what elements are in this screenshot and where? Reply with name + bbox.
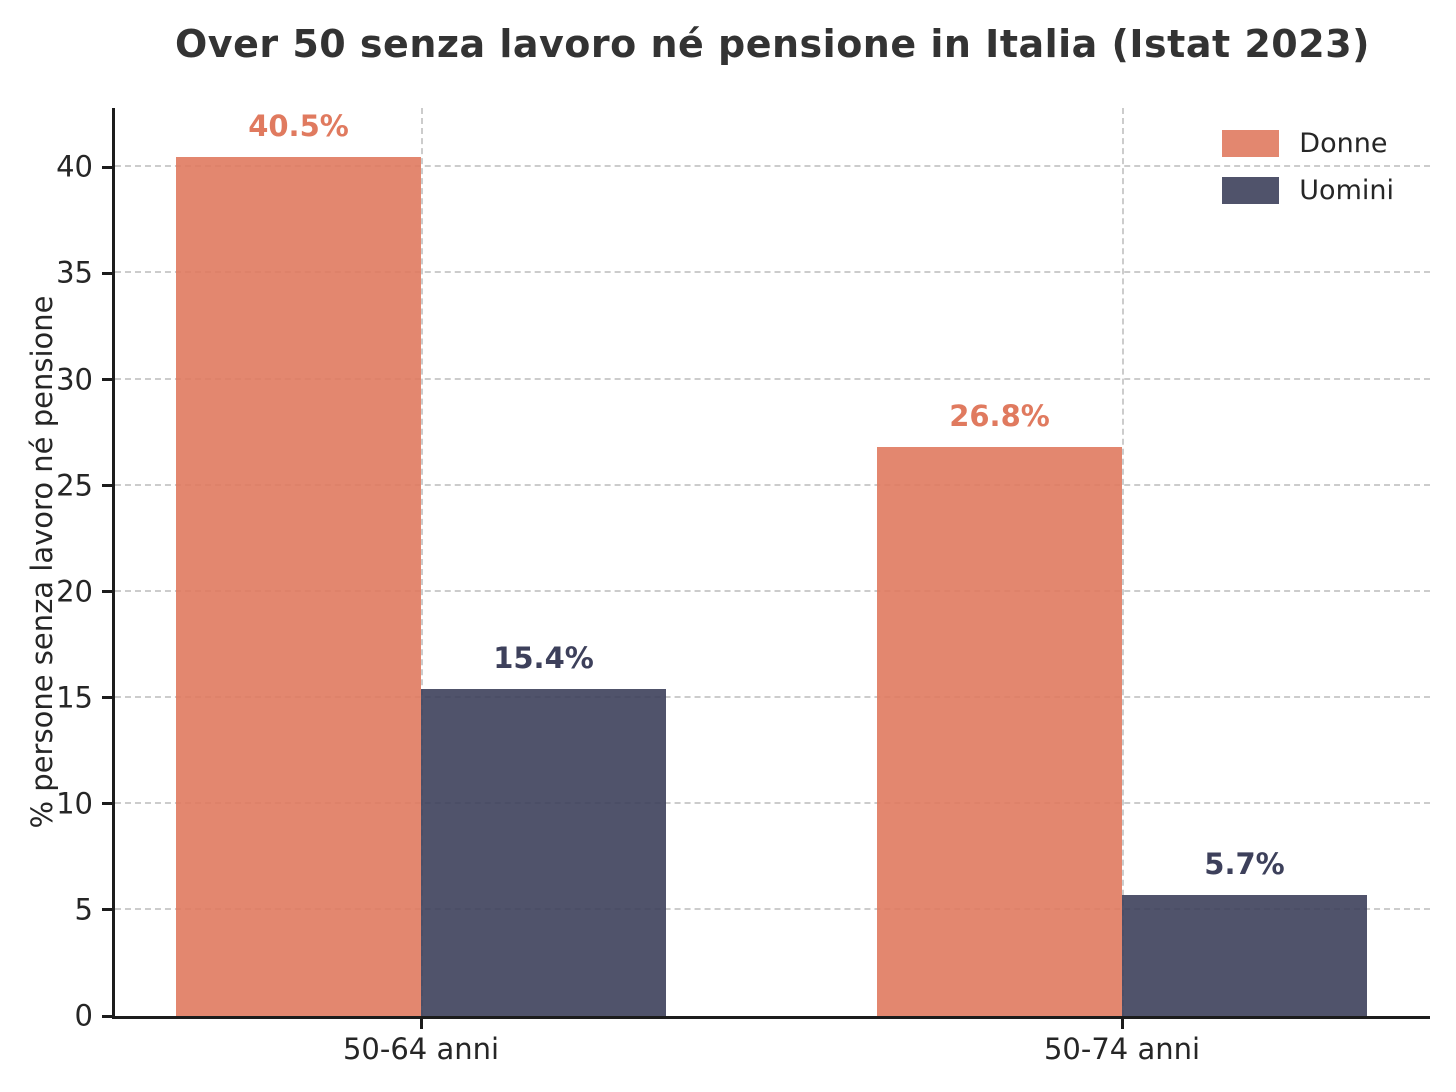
y-tick-15	[102, 696, 112, 700]
y-axis-spine	[112, 108, 115, 1019]
chart-title: Over 50 senza lavoro né pensione in Ital…	[175, 22, 1370, 66]
legend-swatch-uomini-icon	[1222, 177, 1280, 204]
v-gridline-50-74-anni	[1122, 108, 1124, 1016]
bar-uomini-50-64-anni	[421, 689, 666, 1016]
h-gridline-15	[115, 695, 1430, 698]
value-label-uomini-50-64-anni: 15.4%	[493, 641, 594, 676]
y-tick-label-25: 25	[56, 468, 93, 503]
h-gridline-30	[115, 377, 1430, 380]
y-tick-label-40: 40	[56, 149, 93, 184]
h-gridline-5	[115, 907, 1430, 910]
y-tick-label-5: 5	[74, 892, 93, 927]
value-label-donne-50-74-anni: 26.8%	[949, 399, 1050, 434]
y-axis-label: % persone senza lavoro né pensione	[25, 295, 59, 829]
chart-legend: Donne Uomini	[1222, 128, 1394, 206]
value-label-uomini-50-74-anni: 5.7%	[1204, 847, 1285, 882]
y-tick-label-30: 30	[56, 362, 93, 397]
bar-uomini-50-74-anni	[1122, 895, 1367, 1016]
bar-donne-50-74-anni	[877, 447, 1122, 1016]
y-tick-0	[102, 1014, 112, 1018]
x-tick-50-64-anni	[419, 1019, 423, 1029]
y-tick-label-15: 15	[56, 680, 93, 715]
y-tick-label-35: 35	[56, 255, 93, 290]
x-tick-50-74-anni	[1120, 1019, 1124, 1029]
legend-swatch-donne-icon	[1222, 130, 1280, 157]
x-axis-spine	[112, 1016, 1430, 1019]
x-tick-label-50-64-anni: 50-64 anni	[342, 1032, 500, 1066]
y-tick-40	[102, 165, 112, 169]
y-tick-label-0: 0	[74, 998, 93, 1033]
v-gridline-50-64-anni	[421, 108, 423, 1016]
y-tick-5	[102, 908, 112, 912]
h-gridline-20	[115, 589, 1430, 592]
h-gridline-35	[115, 271, 1430, 274]
x-tick-label-50-74-anni: 50-74 anni	[1043, 1032, 1201, 1066]
legend-label-uomini: Uomini	[1299, 175, 1394, 206]
legend-label-donne: Donne	[1299, 128, 1388, 159]
h-gridline-25	[115, 483, 1430, 486]
plot-area: Donne Uomini 0 5 10 15 20 25 30 35 40 50-64 anni 50…	[56, 108, 1430, 1066]
y-tick-label-10: 10	[56, 786, 93, 821]
y-tick-20	[102, 590, 112, 594]
value-label-donne-50-64-anni: 40.5%	[248, 108, 349, 143]
y-tick-10	[102, 802, 112, 806]
legend-item-uomini: Uomini	[1222, 175, 1394, 206]
legend-item-donne: Donne	[1222, 128, 1394, 159]
h-gridline-40	[115, 165, 1430, 168]
y-tick-30	[102, 378, 112, 382]
y-tick-label-20: 20	[56, 574, 93, 609]
y-tick-25	[102, 484, 112, 488]
bar-donne-50-64-anni	[176, 156, 421, 1016]
h-gridline-10	[115, 801, 1430, 804]
y-tick-35	[102, 271, 112, 275]
